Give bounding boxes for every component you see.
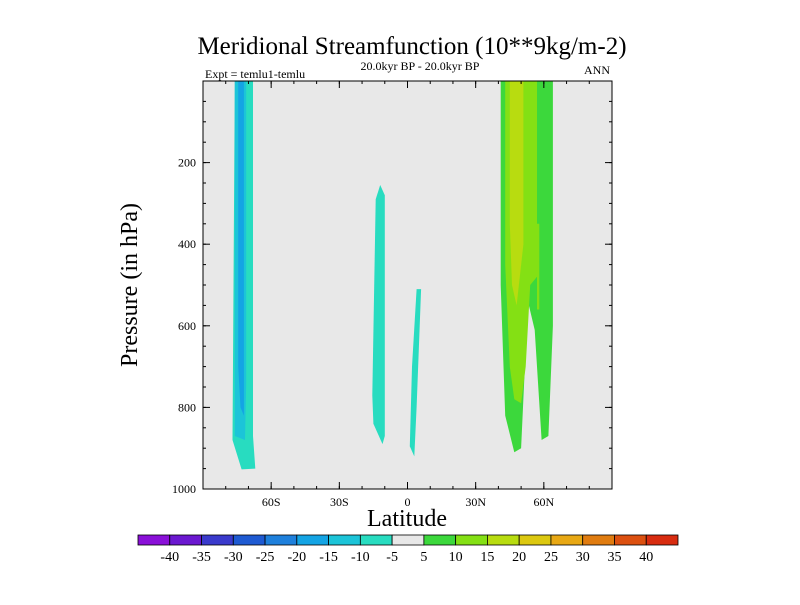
- colorbar-label: -5: [386, 550, 398, 565]
- colorbar-swatch-2: [169, 534, 202, 546]
- y-tick-label: 800: [178, 400, 196, 414]
- time-range-label: 20.0kyr BP - 20.0kyr BP: [361, 59, 480, 73]
- colorbar-swatch-16: [614, 534, 647, 546]
- colorbar-label: 35: [607, 550, 621, 565]
- colorbar-label: -15: [319, 550, 338, 565]
- colorbar: -40 -35 -30 -25 -20 -15 -10 -5 5 10 15 20 25 30 35 40: [137, 534, 679, 565]
- x-axis-label: Latitude: [367, 506, 447, 532]
- colorbar-swatch-15: [582, 534, 615, 546]
- colorbar-label: 5: [420, 550, 427, 565]
- colorbar-swatch-6: [296, 534, 329, 546]
- colorbar-label: -20: [287, 550, 306, 565]
- colorbar-label: -10: [351, 550, 370, 565]
- colorbar-label: -30: [224, 550, 243, 565]
- contour-region-4: [372, 185, 385, 445]
- colorbar-label: -35: [192, 550, 211, 565]
- colorbar-swatch-11: [455, 534, 488, 546]
- colorbar-swatch-10: [423, 534, 457, 546]
- colorbar-label: 15: [480, 550, 494, 565]
- x-tick-label: 30N: [465, 495, 486, 509]
- colorbar-label: 10: [449, 550, 463, 565]
- plot-area: 60S 30S 0 30N 60N 200 400 600 800 1000: [172, 80, 613, 509]
- colorbar-swatch-14: [550, 534, 584, 546]
- contour-region-9: [509, 81, 524, 306]
- colorbar-swatch-1: [137, 534, 171, 546]
- x-tick-label: 60N: [533, 495, 554, 509]
- colorbar-swatch-5: [264, 534, 298, 546]
- contour-region-5: [409, 289, 422, 457]
- colorbar-label: -25: [256, 550, 275, 565]
- x-tick-label: 30S: [330, 495, 349, 509]
- contour-region-8: [537, 223, 540, 310]
- colorbar-label: 40: [639, 550, 653, 565]
- y-axis-label: Pressure (in hPa): [117, 203, 143, 367]
- y-tick-label: 200: [178, 156, 196, 170]
- season-label: ANN: [584, 63, 610, 77]
- colorbar-swatch-12: [487, 534, 520, 546]
- contour-region-3: [238, 81, 244, 416]
- experiment-label: Expt = temlu1-temlu: [205, 67, 305, 81]
- colorbar-label: 30: [576, 550, 590, 565]
- x-tick-label: 60S: [262, 495, 281, 509]
- chart-title: Meridional Streamfunction (10**9kg/m-2): [197, 33, 626, 60]
- y-tick-label: 1000: [172, 482, 196, 496]
- colorbar-swatch-17: [645, 534, 679, 546]
- colorbar-swatch-13: [518, 534, 552, 546]
- colorbar-swatch-4: [232, 534, 266, 546]
- colorbar-swatch-8: [359, 534, 393, 546]
- y-tick-label: 400: [178, 237, 196, 251]
- colorbar-label: 20: [512, 550, 526, 565]
- colorbar-swatch-9: [391, 534, 425, 546]
- x-tick-label: 0: [405, 495, 411, 509]
- colorbar-swatch-3: [201, 534, 234, 546]
- colorbar-label: -40: [160, 550, 179, 565]
- colorbar-label: 25: [544, 550, 558, 565]
- colorbar-swatch-7: [328, 534, 361, 546]
- y-tick-label: 600: [178, 319, 196, 333]
